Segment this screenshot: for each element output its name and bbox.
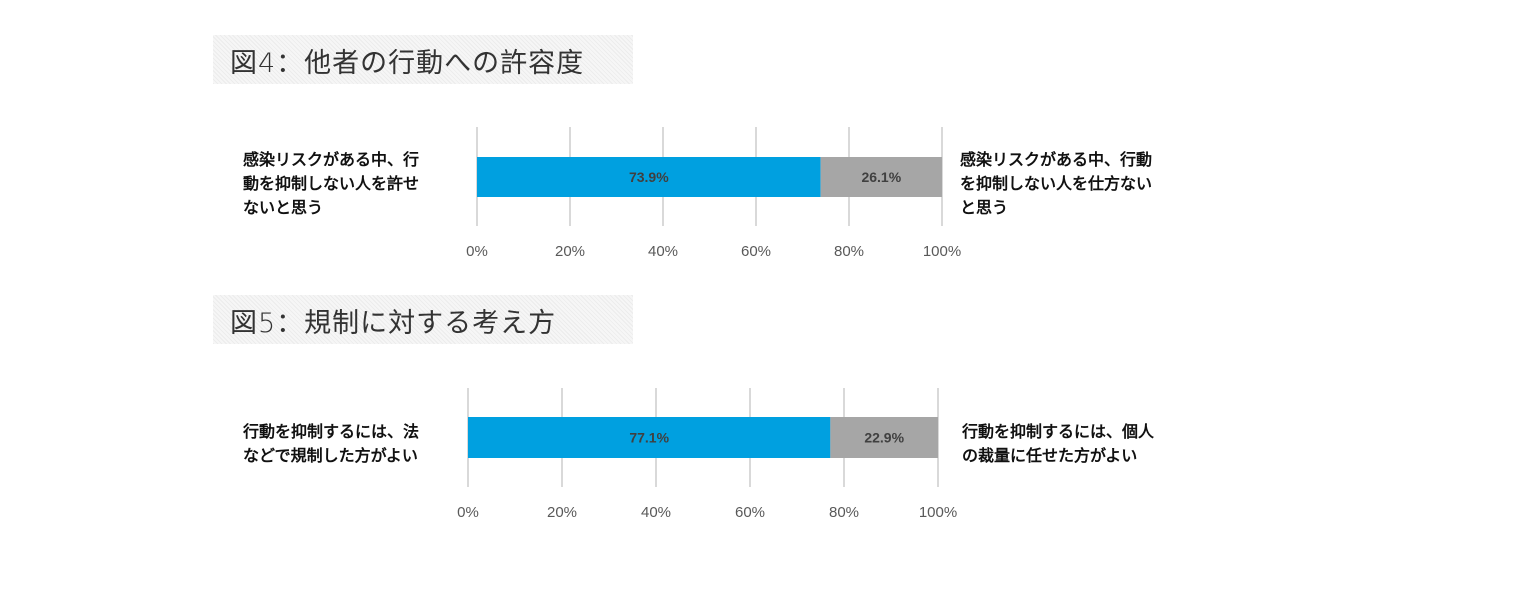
figure4-title-box: 図4：他者の行動への許容度 bbox=[213, 35, 633, 84]
x-tick-label: 0% bbox=[457, 504, 479, 521]
figure4-left-label: 感染リスクがある中、行 動を抑制しない人を許せ ないと思う bbox=[243, 148, 458, 220]
x-tick-label: 40% bbox=[648, 243, 678, 260]
bar-segment-blue bbox=[477, 157, 821, 197]
x-tick-label: 100% bbox=[919, 504, 957, 521]
figure4-left-label-line: 動を抑制しない人を許せ bbox=[243, 174, 420, 193]
x-tick-label: 0% bbox=[466, 243, 488, 260]
x-tick-label: 40% bbox=[641, 504, 671, 521]
x-tick-label: 60% bbox=[735, 504, 765, 521]
x-tick-label: 20% bbox=[555, 243, 585, 260]
figure5-title-box: 図5：規制に対する考え方 bbox=[213, 295, 633, 344]
figure5-left-label: 行動を抑制するには、法 などで規制した方がよい bbox=[243, 420, 458, 468]
figure4-left-label-line: ないと思う bbox=[243, 198, 324, 217]
figure4-right-label-line: と思う bbox=[960, 198, 1009, 217]
x-tick-label: 60% bbox=[741, 243, 771, 260]
bar-segment-blue bbox=[468, 417, 831, 458]
bar-segment-gray bbox=[820, 157, 942, 197]
figure4-title: 図4：他者の行動への許容度 bbox=[230, 48, 585, 79]
figure5-left-label-line: 行動を抑制するには、法 bbox=[243, 422, 420, 441]
x-tick-label: 80% bbox=[834, 243, 864, 260]
x-tick-label: 20% bbox=[547, 504, 577, 521]
data-label: 77.1% bbox=[629, 430, 669, 446]
data-label: 22.9% bbox=[864, 430, 904, 446]
figure5-right-label: 行動を抑制するには、個人 の裁量に任せた方がよい bbox=[962, 420, 1202, 468]
figure5-right-label-line: 行動を抑制するには、個人 bbox=[962, 422, 1155, 441]
figure4-right-label: 感染リスクがある中、行動 を抑制しない人を仕方ない と思う bbox=[960, 148, 1200, 220]
bar-segment-gray bbox=[830, 417, 938, 458]
figure5-left-label-line: などで規制した方がよい bbox=[243, 446, 418, 465]
figure5-title: 図5：規制に対する考え方 bbox=[230, 308, 557, 339]
x-tick-label: 100% bbox=[923, 243, 961, 260]
data-label: 26.1% bbox=[861, 169, 901, 185]
figure4-right-label-line: を抑制しない人を仕方ない bbox=[960, 174, 1153, 193]
x-tick-label: 80% bbox=[829, 504, 859, 521]
figure4-left-label-line: 感染リスクがある中、行 bbox=[243, 150, 420, 169]
data-label: 73.9% bbox=[629, 169, 669, 185]
figure4-right-label-line: 感染リスクがある中、行動 bbox=[960, 150, 1153, 169]
figure5-right-label-line: の裁量に任せた方がよい bbox=[962, 446, 1138, 465]
